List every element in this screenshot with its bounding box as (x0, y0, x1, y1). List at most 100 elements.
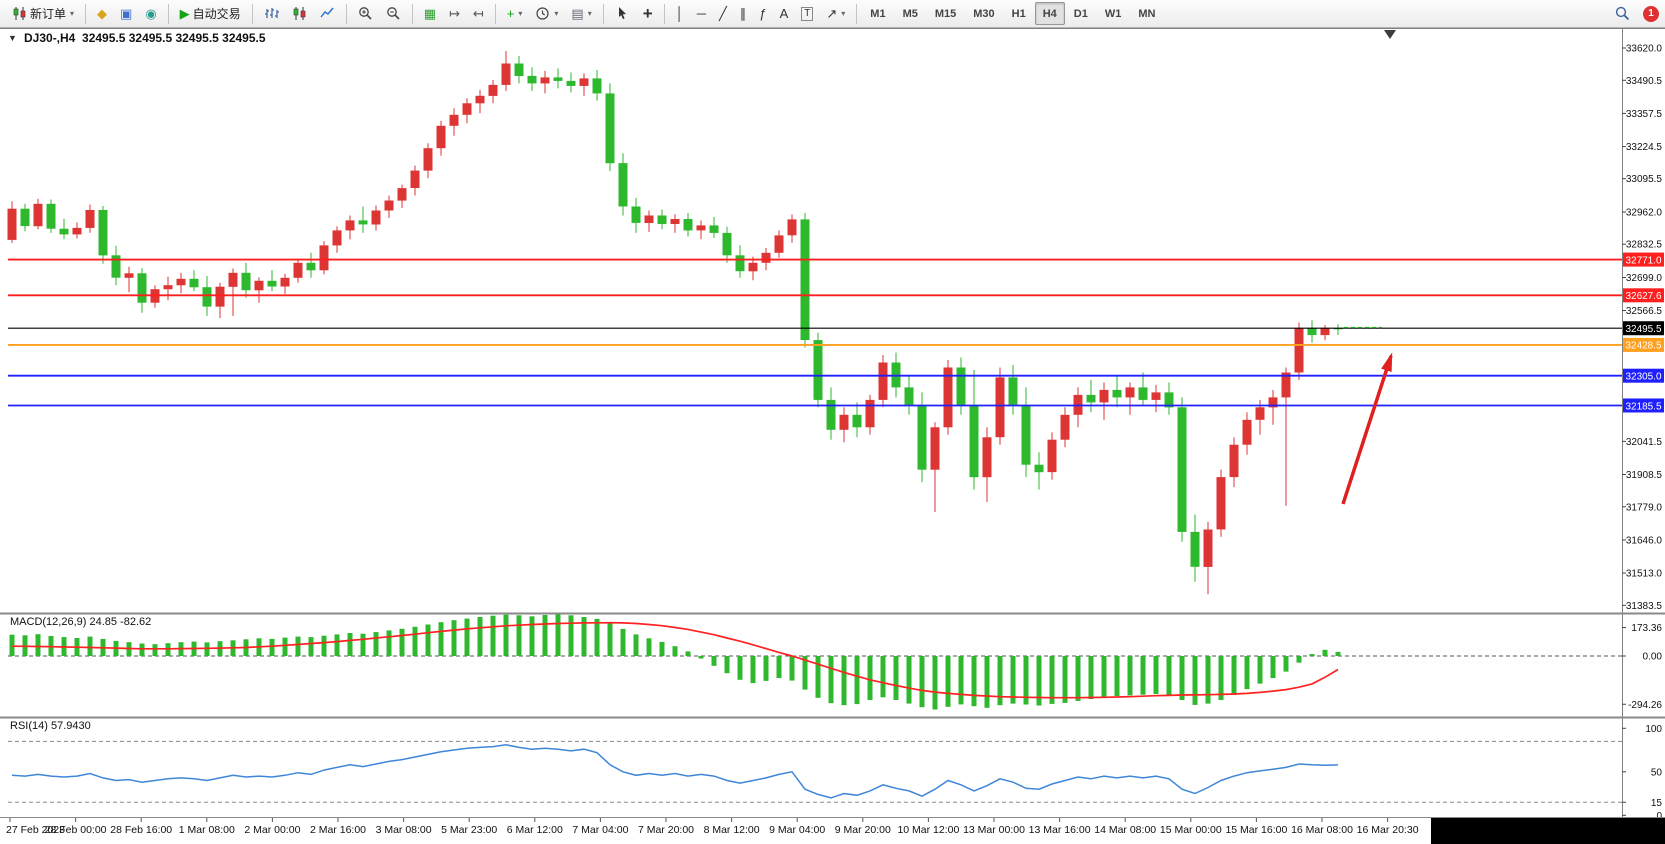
channel-button[interactable]: ∥ (734, 2, 753, 25)
line-chart-icon (320, 6, 335, 21)
macd-bar (802, 656, 808, 690)
toolbar-separator (494, 3, 496, 24)
candle-down (241, 272, 251, 291)
new-order-button[interactable]: 新订单 ▾ (6, 2, 80, 25)
bar-chart-button[interactable] (258, 2, 285, 25)
macd-bar (1023, 656, 1029, 705)
candle-up (384, 200, 394, 211)
chart-shift-marker[interactable] (1384, 30, 1396, 39)
periods-button[interactable]: ▾ (529, 2, 564, 25)
macd-bar (295, 636, 301, 656)
auto-trading-button-label: 自动交易 (192, 7, 241, 21)
candle-up (787, 219, 797, 236)
macd-bar (451, 620, 457, 656)
macd-bar (659, 641, 665, 656)
vertical-line-button[interactable]: │ (670, 2, 690, 25)
candle-up (501, 63, 511, 85)
timeframe-m30[interactable]: M30 (965, 2, 1002, 25)
text-button[interactable]: A (774, 2, 795, 25)
timeframe-m5[interactable]: M5 (895, 2, 926, 25)
timeframe-mn[interactable]: MN (1130, 2, 1163, 25)
macd-bar (1127, 656, 1133, 696)
zoom-in-button[interactable] (352, 2, 379, 25)
timeframe-d1[interactable]: D1 (1066, 2, 1096, 25)
candle-down (553, 77, 563, 81)
market-watch-button[interactable]: ◆ (91, 2, 113, 25)
search-icon (1615, 6, 1630, 21)
price-tag (1623, 288, 1664, 303)
toolbar: 新订单 ▾ ◆ ▣ ◉ ▶ 自动交易 ▦ ↦ ↤ + ▾ ▾ ▤ ▾ + │ ─ ╱ ∥ ƒ A T ↗ ▾ M1 M5 M15 M30… (0, 0, 1665, 28)
auto-trading-button[interactable]: ▶ 自动交易 (174, 2, 247, 25)
data-window-button[interactable]: ▣ (114, 2, 138, 25)
time-axis-label: 7 Mar 04:00 (572, 824, 628, 836)
auto-scroll-button[interactable]: ↦ (443, 2, 466, 25)
notifications-badge[interactable]: 1 (1643, 5, 1659, 22)
macd-bar (412, 626, 418, 656)
time-axis-label: 27 Feb 2023 (6, 824, 65, 836)
candle-up (1294, 328, 1304, 373)
fibonacci-icon: ƒ (759, 6, 767, 21)
time-axis-label: 9 Mar 20:00 (835, 824, 891, 836)
macd-pane-canvas[interactable] (8, 613, 1622, 717)
search-button[interactable] (1609, 2, 1636, 25)
crosshair-button[interactable]: + (637, 2, 659, 25)
vertical-line-icon: │ (675, 6, 684, 21)
macd-bar (685, 651, 691, 656)
macd-bar (308, 637, 314, 656)
macd-bar (828, 656, 834, 704)
fibonacci-button[interactable]: ƒ (753, 2, 772, 25)
candle-up (644, 215, 654, 223)
arrows-button[interactable]: ↗ ▾ (820, 2, 851, 25)
rsi-axis-label: 15 (1651, 798, 1663, 809)
candle-up (163, 285, 173, 290)
tile-windows-button[interactable]: ▦ (418, 2, 442, 25)
macd-bar (568, 615, 574, 656)
macd-bar (906, 656, 912, 704)
candle-up (1216, 477, 1226, 530)
candle-down (917, 404, 927, 470)
timeframe-m15[interactable]: M15 (927, 2, 964, 25)
candle-chart-button[interactable] (286, 2, 313, 25)
timeframe-h1[interactable]: H1 (1004, 2, 1034, 25)
macd-bar (711, 656, 717, 666)
price-tag-label: 32428.5 (1626, 341, 1662, 352)
macd-bar (9, 634, 15, 656)
price-tag (1623, 398, 1664, 413)
candle-up (839, 414, 849, 430)
candle-up (462, 103, 472, 115)
trend-arrow-annotation[interactable] (1341, 355, 1393, 505)
timeframe-h4[interactable]: H4 (1034, 2, 1065, 25)
navigator-button[interactable]: ◉ (139, 2, 162, 25)
trendline-button[interactable]: ╱ (713, 2, 733, 25)
indicators-button[interactable]: + ▾ (501, 2, 529, 25)
macd-bar (1192, 656, 1198, 705)
main-chart-canvas[interactable] (8, 28, 1622, 613)
candle-down (722, 232, 732, 256)
candle-down (358, 220, 368, 225)
toolbar-separator (856, 3, 858, 24)
chart-area: 32771.0 32627.6 32495.5 32428.5 32305.0 32185… (0, 28, 1665, 844)
horizontal-line-button[interactable]: ─ (691, 2, 712, 25)
line-chart-button[interactable] (314, 2, 341, 25)
timeframe-m1[interactable]: M1 (862, 2, 893, 25)
text-icon: A (779, 6, 789, 21)
chart-shift-button[interactable]: ↤ (467, 2, 490, 25)
one-click-trading-toggle[interactable]: ▼ (8, 33, 17, 43)
candle-down (98, 210, 108, 256)
macd-bar (139, 643, 145, 656)
macd-bar (737, 656, 743, 680)
text-label-button[interactable]: T (795, 2, 819, 25)
macd-bar (516, 615, 522, 656)
timeframe-w1[interactable]: W1 (1097, 2, 1130, 25)
macd-bar (919, 656, 925, 708)
candle-up (7, 208, 17, 240)
cursor-button[interactable] (609, 2, 636, 25)
auto-trading-icon: ▶ (179, 6, 190, 21)
candle-down (1008, 377, 1018, 405)
macd-bar (269, 638, 275, 656)
zoom-out-button[interactable] (380, 2, 407, 25)
candle-down (904, 387, 914, 405)
templates-button[interactable]: ▤ ▾ (565, 2, 597, 25)
time-axis-label: 16 Mar 08:00 (1291, 824, 1353, 836)
